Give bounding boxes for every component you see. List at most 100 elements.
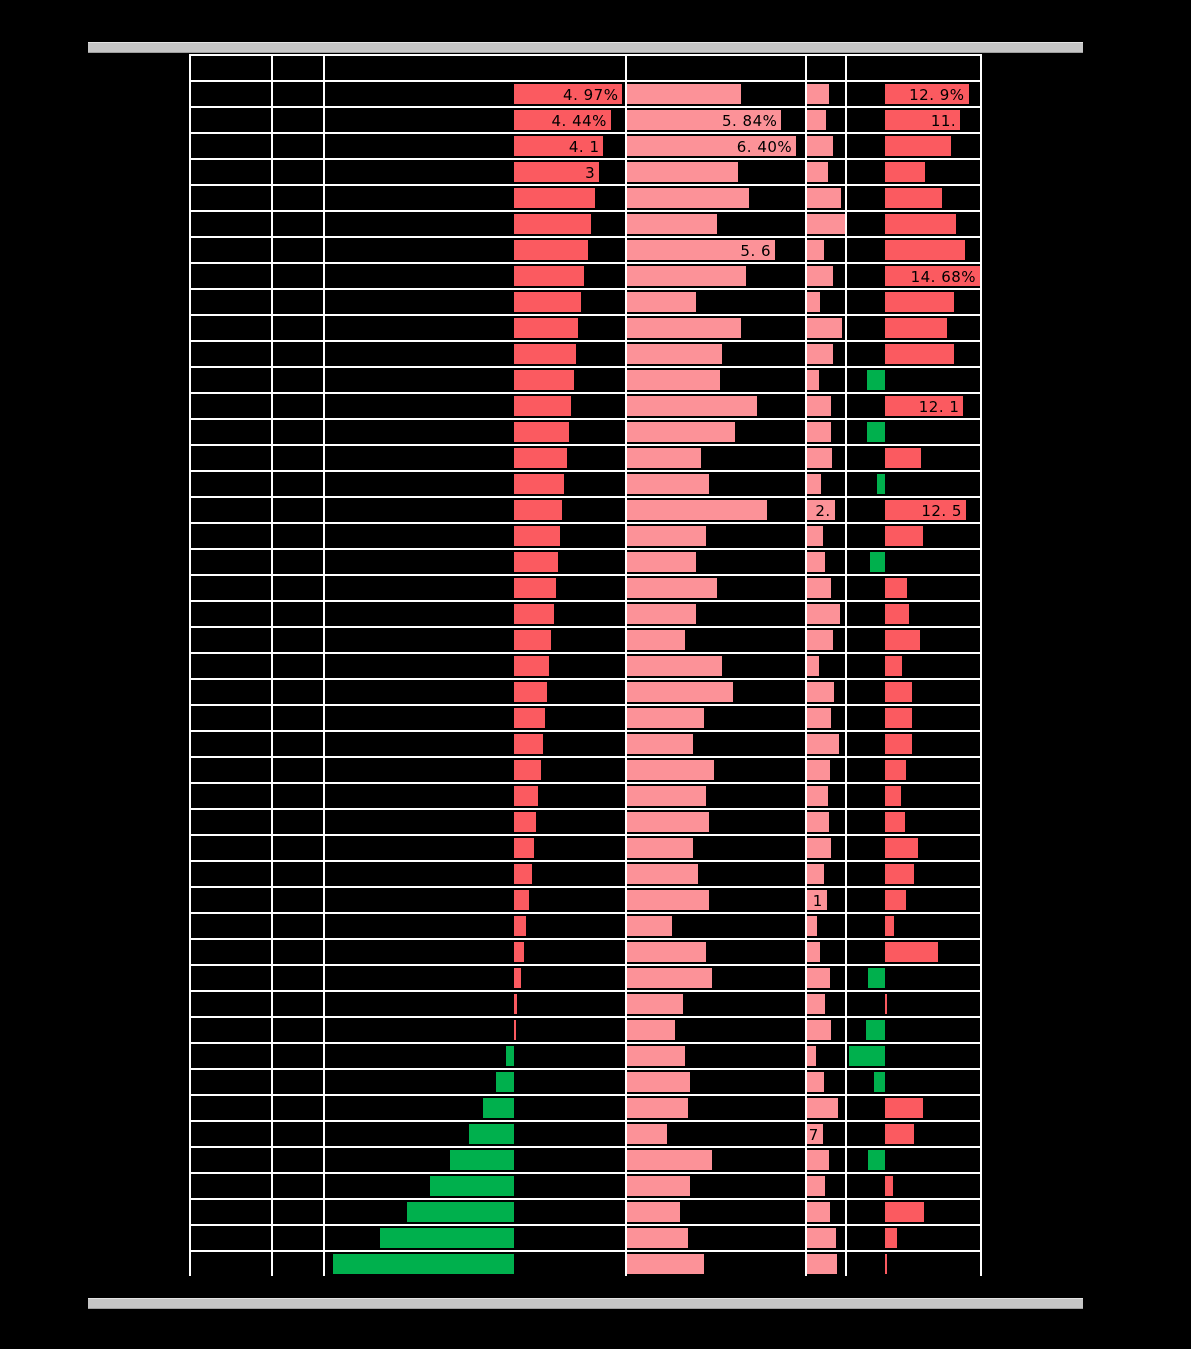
table-row[interactable] bbox=[189, 678, 982, 704]
table-cell-col4 bbox=[805, 836, 845, 860]
table-cell-col0 bbox=[189, 472, 271, 496]
bar-col4 bbox=[807, 682, 834, 702]
table-cell-col4: 3. 37 bbox=[805, 1122, 845, 1146]
table-row[interactable] bbox=[189, 756, 982, 782]
table-cell-col1 bbox=[271, 914, 323, 938]
table-row[interactable] bbox=[189, 730, 982, 756]
bar-col4 bbox=[807, 1020, 831, 1040]
table-row[interactable] bbox=[189, 808, 982, 834]
table-cell-col2 bbox=[323, 888, 625, 912]
table-cell-col3 bbox=[625, 1096, 805, 1120]
table-row[interactable] bbox=[189, 366, 982, 392]
bar-col4 bbox=[807, 1124, 823, 1144]
table-row[interactable] bbox=[189, 834, 982, 860]
table-cell-col3 bbox=[625, 290, 805, 314]
table-cell-col4 bbox=[805, 1252, 845, 1276]
table-row[interactable] bbox=[189, 990, 982, 1016]
bar-col2 bbox=[514, 1020, 516, 1040]
table-cell-col4 bbox=[805, 524, 845, 548]
table-cell-col4 bbox=[805, 186, 845, 210]
table-row[interactable]: 4. 44% 5. 84% 11. bbox=[189, 106, 982, 132]
table-row[interactable] bbox=[189, 782, 982, 808]
table-cell-col4 bbox=[805, 82, 845, 106]
table-row[interactable] bbox=[189, 938, 982, 964]
bar-col4 bbox=[807, 760, 830, 780]
table-row[interactable]: 3. 37 bbox=[189, 1120, 982, 1146]
table-row[interactable] bbox=[189, 522, 982, 548]
table-row[interactable] bbox=[189, 1224, 982, 1250]
table-row[interactable] bbox=[189, 574, 982, 600]
table-row[interactable] bbox=[189, 964, 982, 990]
bar-col3 bbox=[627, 864, 699, 884]
table-row[interactable] bbox=[189, 1042, 982, 1068]
bar-col5 bbox=[885, 448, 922, 468]
table-cell-col1 bbox=[271, 706, 323, 730]
bar-col5 bbox=[866, 422, 886, 442]
table-row[interactable] bbox=[189, 1094, 982, 1120]
table-row[interactable]: 12. 1 bbox=[189, 392, 982, 418]
bar-col4 bbox=[807, 1202, 830, 1222]
table-cell-col3 bbox=[625, 420, 805, 444]
table-row[interactable]: 2. 12. 5 bbox=[189, 496, 982, 522]
bar-value-label: 2. bbox=[815, 502, 831, 520]
table-row[interactable] bbox=[189, 1172, 982, 1198]
table-row[interactable]: 3. 1 bbox=[189, 886, 982, 912]
bar-col3 bbox=[627, 682, 733, 702]
bar-col3 bbox=[627, 812, 709, 832]
table-row[interactable] bbox=[189, 548, 982, 574]
bar-col2 bbox=[514, 682, 548, 702]
table-cell-col1 bbox=[271, 446, 323, 470]
bar-col5 bbox=[885, 136, 951, 156]
table-cell-col3 bbox=[625, 784, 805, 808]
table-row[interactable]: 4. 1 6. 40% bbox=[189, 132, 982, 158]
table-row[interactable] bbox=[189, 444, 982, 470]
bar-col5 bbox=[885, 1124, 914, 1144]
bar-col4 bbox=[807, 1072, 824, 1092]
bar-col4 bbox=[807, 162, 828, 182]
table-row[interactable]: 14. 68% bbox=[189, 262, 982, 288]
column-header-col4 bbox=[805, 56, 845, 80]
table-row[interactable]: 4. 97% 12. 9% bbox=[189, 80, 982, 106]
table-row[interactable] bbox=[189, 912, 982, 938]
table-cell-col1 bbox=[271, 940, 323, 964]
table-cell-col1 bbox=[271, 1174, 323, 1198]
table-row[interactable] bbox=[189, 1198, 982, 1224]
bar-col2 bbox=[514, 240, 589, 260]
table-row[interactable] bbox=[189, 600, 982, 626]
table-row[interactable] bbox=[189, 288, 982, 314]
table-cell-col1 bbox=[271, 316, 323, 340]
table-row[interactable] bbox=[189, 626, 982, 652]
bar-col5 bbox=[885, 266, 980, 286]
table-cell-col5 bbox=[845, 914, 982, 938]
bar-col3 bbox=[627, 1072, 691, 1092]
table-row[interactable]: 5. 6 bbox=[189, 236, 982, 262]
table-cell-col1 bbox=[271, 1096, 323, 1120]
bar-col2 bbox=[406, 1202, 515, 1222]
table-row[interactable] bbox=[189, 314, 982, 340]
bar-col5 bbox=[885, 292, 954, 312]
bar-label-clip: 5. 84% bbox=[627, 110, 781, 130]
table-cell-col0 bbox=[189, 1252, 271, 1276]
table-cell-col5 bbox=[845, 888, 982, 912]
table-row[interactable] bbox=[189, 1016, 982, 1042]
table-row[interactable] bbox=[189, 1068, 982, 1094]
table-row[interactable] bbox=[189, 860, 982, 886]
table-cell-col0 bbox=[189, 316, 271, 340]
table-row[interactable]: 3 bbox=[189, 158, 982, 184]
table-row[interactable] bbox=[189, 210, 982, 236]
table-row[interactable] bbox=[189, 184, 982, 210]
table-row[interactable] bbox=[189, 652, 982, 678]
top-rule-bar[interactable] bbox=[88, 42, 1083, 53]
table-row[interactable] bbox=[189, 470, 982, 496]
table-cell-col5: 11. bbox=[845, 108, 982, 132]
bottom-rule-bar[interactable] bbox=[88, 1298, 1083, 1309]
table-row[interactable] bbox=[189, 1250, 982, 1276]
table-row[interactable] bbox=[189, 1146, 982, 1172]
table-cell-col4: 2. bbox=[805, 498, 845, 522]
bar-col4 bbox=[807, 318, 842, 338]
bar-col3 bbox=[627, 240, 776, 260]
table-row[interactable] bbox=[189, 418, 982, 444]
table-cell-col3 bbox=[625, 1044, 805, 1068]
table-row[interactable] bbox=[189, 704, 982, 730]
table-row[interactable] bbox=[189, 340, 982, 366]
